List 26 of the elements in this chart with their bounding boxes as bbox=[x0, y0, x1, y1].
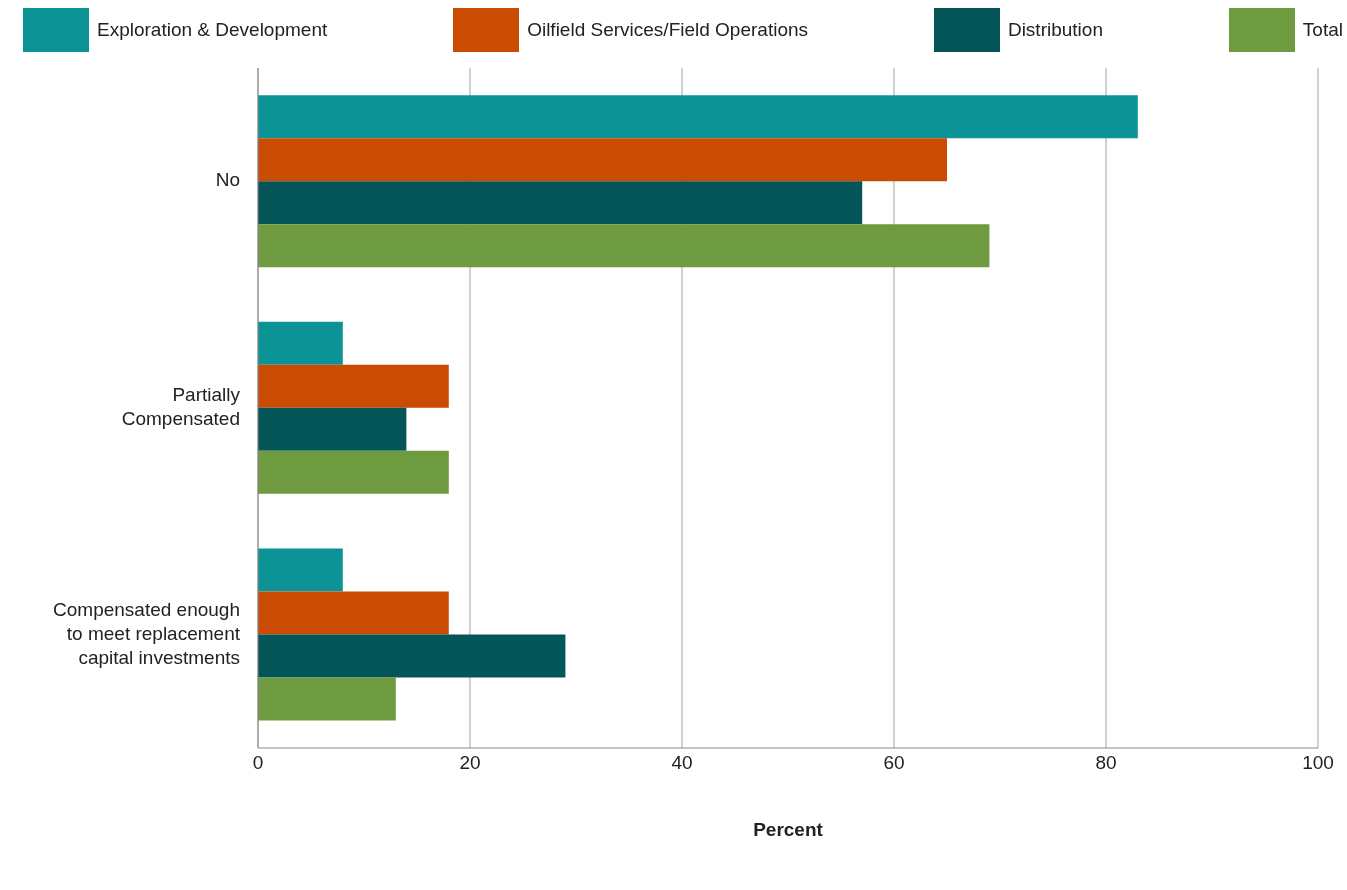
x-axis-title: Percent bbox=[753, 819, 824, 840]
bar bbox=[258, 364, 449, 408]
x-tick-label: 0 bbox=[252, 752, 264, 774]
x-tick-label: 100 bbox=[1302, 752, 1334, 774]
bar bbox=[258, 138, 947, 182]
bar bbox=[258, 407, 407, 451]
bar bbox=[258, 450, 449, 494]
x-tick-label: 20 bbox=[459, 752, 481, 774]
bar bbox=[258, 591, 449, 635]
legend-label: Oilfield Services/Field Operations bbox=[527, 19, 809, 41]
legend-label: Total bbox=[1302, 19, 1343, 41]
y-tick-label: Partially Compensated bbox=[121, 384, 241, 430]
legend-label: Exploration & Development bbox=[97, 19, 328, 41]
bar bbox=[258, 224, 990, 268]
legend-label: Distribution bbox=[1007, 19, 1103, 41]
x-tick-label: 60 bbox=[883, 752, 905, 774]
y-tick-label: Compensated enough to meet replacement capital investments bbox=[53, 598, 241, 668]
bar bbox=[258, 634, 566, 678]
bar bbox=[258, 321, 343, 365]
bar bbox=[258, 677, 396, 721]
x-tick-label: 40 bbox=[671, 752, 693, 774]
x-tick-label: 80 bbox=[1095, 752, 1117, 774]
bar bbox=[258, 181, 863, 225]
bar bbox=[258, 95, 1138, 139]
bar bbox=[258, 548, 343, 592]
y-tick-label: No bbox=[215, 169, 240, 191]
